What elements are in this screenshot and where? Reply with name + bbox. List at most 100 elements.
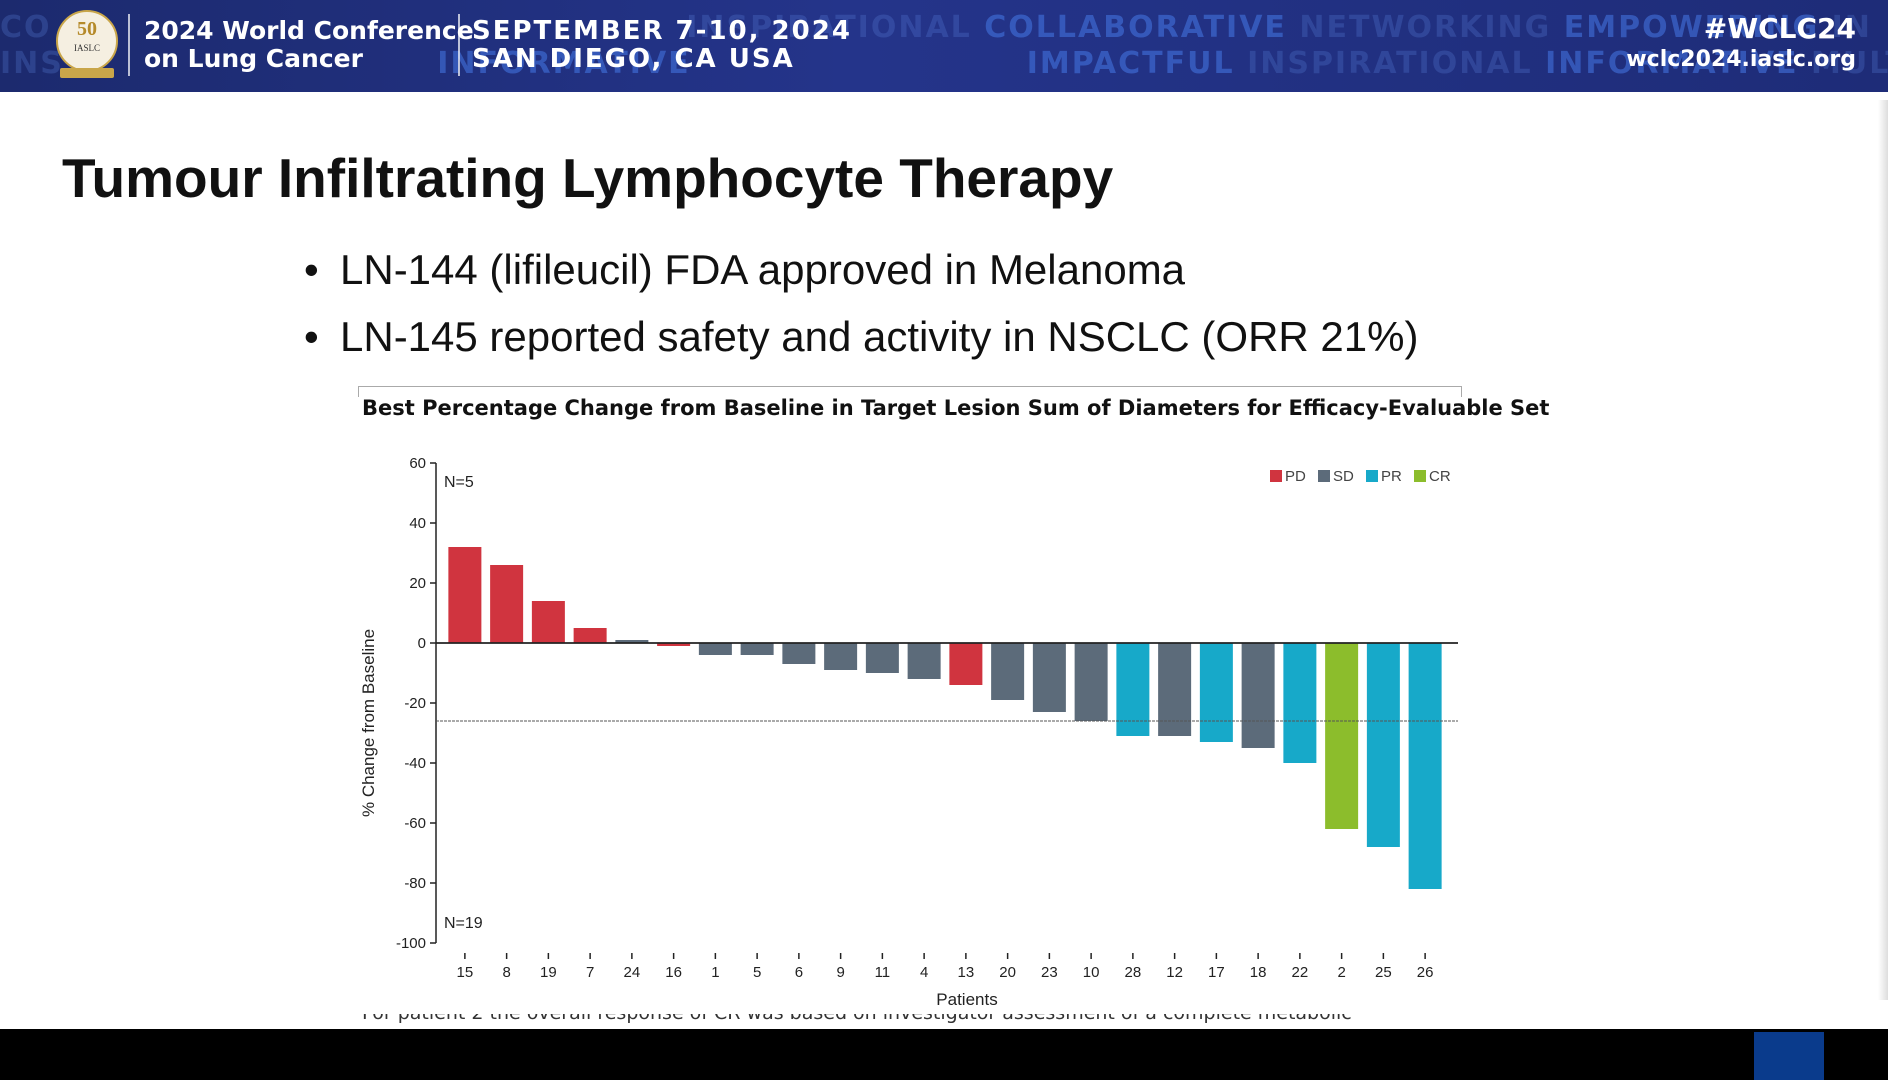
x-tick-label: 24 (624, 964, 641, 981)
screen-edge (1878, 100, 1888, 1000)
conference-dates-location: SEPTEMBER 7-10, 2024 SAN DIEGO, CA USA (472, 17, 852, 73)
bar-sd (1158, 643, 1192, 736)
x-tick-label: 19 (540, 964, 557, 981)
banner-background-words-row1: CO INSPIRATIONAL COLLABORATIVE NETWORKIN… (0, 10, 1872, 45)
bar-sd (865, 643, 899, 673)
bar-pr (1283, 643, 1317, 763)
bar-pd (657, 643, 691, 646)
slide-title: Tumour Infiltrating Lymphocyte Therapy (62, 147, 1114, 209)
y-tick-label: -40 (404, 755, 426, 772)
banner-background-words-row2: INS INFORMATIVE IMPACTFUL INSPIRATIONAL … (0, 46, 1888, 81)
x-tick-label: 16 (665, 964, 682, 981)
y-tick-label: -100 (396, 935, 426, 952)
legend-label-cr: CR (1429, 468, 1451, 485)
logo-ribbon (60, 68, 114, 78)
legend-swatch-pd (1270, 470, 1282, 482)
bar-sd (698, 643, 732, 655)
y-tick-label: 40 (409, 515, 426, 532)
bar-sd (782, 643, 816, 664)
x-axis-label: Patients (936, 990, 997, 1009)
bullet-text: LN-144 (lifileucil) FDA approved in Mela… (340, 246, 1186, 293)
legend-swatch-pr (1366, 470, 1378, 482)
bar-sd (740, 643, 774, 655)
conference-banner: CO INSPIRATIONAL COLLABORATIVE NETWORKIN… (0, 0, 1888, 92)
bottom-black-bar (0, 1029, 1888, 1080)
iaslc-50-anniversary-logo: 50 IASLC (56, 10, 118, 78)
annotation-n5: N=5 (444, 474, 474, 491)
conference-name-line2: on Lung Cancer (144, 44, 363, 73)
bar-sd (907, 643, 941, 679)
bullet-glyph: • (304, 313, 319, 360)
waterfall-chart: 60 40 20 0 -20 -40 -60 -80 -100 % Change from Bas… (359, 455, 1458, 1009)
conference-name-line1: 2024 World Conference (144, 16, 474, 45)
conference-name: 2024 World Conference on Lung Cancer (144, 17, 474, 73)
bottom-blue-tab (1754, 1032, 1824, 1080)
annotation-n19: N=19 (444, 915, 483, 932)
x-tick-label: 28 (1125, 964, 1142, 981)
x-tick-label: 13 (958, 964, 975, 981)
bar-pd (490, 565, 524, 643)
banner-divider (458, 14, 460, 76)
chart-bracket (358, 386, 1462, 397)
bullet-item: • LN-145 reported safety and activity in… (300, 311, 1418, 378)
bar-pr (1199, 643, 1233, 742)
x-tick-label: 25 (1375, 964, 1392, 981)
conference-location: SAN DIEGO, CA USA (472, 44, 795, 74)
x-tick-label: 5 (753, 964, 761, 981)
bar-sd (824, 643, 858, 670)
y-tick-label: 60 (409, 455, 426, 472)
y-tick-label: 0 (418, 635, 426, 652)
y-tick-label: 20 (409, 575, 426, 592)
x-tick-label: 6 (795, 964, 803, 981)
y-axis-label: % Change from Baseline (359, 629, 378, 817)
x-tick-label: 9 (836, 964, 844, 981)
x-tick-label: 1 (711, 964, 719, 981)
legend-swatch-cr (1414, 470, 1426, 482)
x-tick-label: 10 (1083, 964, 1100, 981)
y-tick-label: -80 (404, 875, 426, 892)
bar-sd (1241, 643, 1275, 748)
legend-label-pr: PR (1381, 468, 1402, 485)
legend-label-sd: SD (1333, 468, 1354, 485)
legend-label-pd: PD (1285, 468, 1306, 485)
chart-footnote: For patient 2 the overall response of CR… (362, 1014, 1452, 1023)
x-tick-label: 20 (999, 964, 1016, 981)
banner-divider (128, 14, 130, 76)
bar-pr (1116, 643, 1150, 736)
logo-org: IASLC (73, 43, 100, 53)
conference-dates: SEPTEMBER 7-10, 2024 (472, 16, 852, 46)
bar-sd (1074, 643, 1108, 721)
x-tick-label: 22 (1292, 964, 1309, 981)
bar-sd (615, 640, 649, 643)
conference-url: wclc2024.iaslc.org (1626, 47, 1856, 72)
bar-pr (1408, 643, 1442, 889)
x-tick-label: 2 (1337, 964, 1345, 981)
bar-cr (1325, 643, 1359, 829)
bar-pd (531, 601, 565, 643)
bar-pd (573, 628, 607, 643)
y-tick-label: -20 (404, 695, 426, 712)
conference-tags: #WCLC24 wclc2024.iaslc.org (1626, 12, 1856, 74)
bullet-item: • LN-144 (lifileucil) FDA approved in Me… (300, 244, 1418, 311)
bar-pr (1366, 643, 1400, 847)
x-tick-label: 23 (1041, 964, 1058, 981)
x-tick-label: 17 (1208, 964, 1225, 981)
bullet-glyph: • (304, 246, 319, 293)
x-tick-label: 7 (586, 964, 594, 981)
x-tick-label: 8 (502, 964, 510, 981)
x-tick-label: 18 (1250, 964, 1267, 981)
x-tick-label: 4 (920, 964, 928, 981)
x-tick-label: 15 (457, 964, 474, 981)
bar-sd (1032, 643, 1066, 712)
conference-hashtag: #WCLC24 (1703, 12, 1856, 45)
legend-swatch-sd (1318, 470, 1330, 482)
bullet-list: • LN-144 (lifileucil) FDA approved in Me… (300, 244, 1418, 378)
x-tick-label: 12 (1166, 964, 1183, 981)
bar-pd (949, 643, 983, 685)
bar-pd (448, 547, 482, 643)
x-tick-label: 11 (875, 964, 891, 981)
bar-sd (991, 643, 1025, 700)
x-tick-label: 26 (1417, 964, 1434, 981)
bullet-text: LN-145 reported safety and activity in N… (340, 313, 1419, 360)
logo-number: 50 (77, 18, 97, 40)
